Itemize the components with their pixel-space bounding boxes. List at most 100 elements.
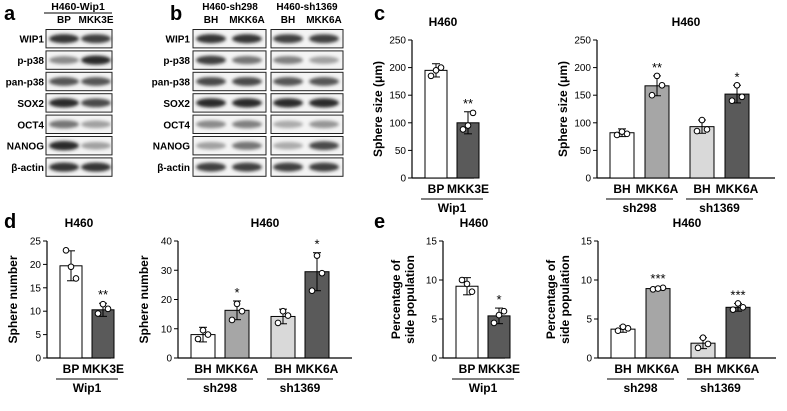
- y-tick-label: 15: [581, 237, 593, 248]
- bar: [610, 328, 636, 359]
- blot-a-band: [81, 55, 111, 65]
- western-blot-b: H460-sh298 H460-sh1369 BH MKK6A BH MKK6A…: [152, 2, 344, 177]
- panel-label-a: a: [4, 3, 16, 25]
- blot-b-row-frame: [270, 114, 344, 134]
- y-tick-label: 50: [395, 146, 407, 157]
- blot-b-band: [273, 56, 303, 65]
- blot-a-band: [49, 56, 79, 65]
- data-point: [500, 307, 508, 315]
- blot-b-band: [309, 141, 339, 151]
- y-tick-label: 200: [389, 63, 406, 74]
- blot-b-title-2: H460-sh1369: [276, 2, 338, 13]
- x-tick-label: BH: [613, 182, 630, 196]
- chart-e2: 0 5 10 15 H460 Percentage ofside population BH…: [544, 216, 776, 395]
- bar: [689, 126, 715, 179]
- blot-a-band: [81, 98, 111, 108]
- group-label: sh1369: [700, 381, 741, 395]
- x-tick-label: MKK6A: [637, 362, 680, 376]
- y-axis-label: Percentage ofside population: [544, 255, 572, 344]
- group-label: sh1369: [280, 381, 321, 395]
- y-axis-label: Percentage ofside population: [389, 255, 417, 344]
- bar: [644, 85, 670, 179]
- data-point: [733, 81, 741, 89]
- blot-b-protein-label: pan-p38: [152, 78, 191, 89]
- data-point: [228, 316, 236, 324]
- y-tick-label: 15: [30, 283, 42, 294]
- data-point: [469, 109, 477, 117]
- blot-b-band: [232, 77, 262, 86]
- blot-b-band: [273, 77, 303, 86]
- blot-b-band: [232, 141, 262, 150]
- blot-b-row-frame: [270, 157, 344, 177]
- y-tick-label: 100: [389, 118, 406, 129]
- x-tick-label: MKK6A: [636, 182, 679, 196]
- blot-b-band: [309, 77, 339, 86]
- data-point: [94, 310, 102, 317]
- y-axis-label: Sphere number: [137, 255, 151, 343]
- blot-a-band: [81, 77, 111, 86]
- blot-a-band: [81, 34, 111, 44]
- y-tick-label: 10: [30, 307, 42, 318]
- x-tick-label: MKK6A: [216, 362, 259, 376]
- blot-a-lane-1: BP: [57, 15, 71, 26]
- group-label: sh1369: [699, 201, 740, 215]
- y-tick-label: 10: [426, 276, 438, 287]
- group-label: sh298: [623, 381, 657, 395]
- significance-label: **: [98, 287, 108, 302]
- y-tick-label: 150: [574, 91, 591, 102]
- y-tick-label: 5: [431, 315, 437, 326]
- blot-a-protein-label: NANOG: [7, 142, 44, 153]
- blot-b-title-1: H460-sh298: [202, 2, 258, 13]
- chart-c1: 0 50 100 150 200 250 H460 Sphere size (μm) BP ** M…: [371, 15, 489, 215]
- blot-a-band: [49, 34, 79, 44]
- blot-b-lane-4: MKK6A: [306, 15, 342, 26]
- x-tick-label: MKK3E: [478, 362, 520, 376]
- y-tick-label: 20: [161, 295, 173, 306]
- data-point: [233, 300, 241, 308]
- data-point: [72, 275, 80, 282]
- group-label: sh298: [203, 381, 237, 395]
- bar: [424, 69, 448, 179]
- significance-label: *: [234, 285, 239, 300]
- y-tick-label: 0: [400, 174, 406, 185]
- significance-label: **: [652, 60, 662, 75]
- blot-b-row-frame: [270, 50, 344, 70]
- chart-title: H460: [429, 15, 458, 29]
- blot-b-row-frame: [192, 136, 267, 156]
- y-tick-label: 10: [161, 324, 173, 335]
- blot-b-band: [273, 120, 303, 128]
- data-point: [618, 128, 626, 135]
- y-tick-label: 5: [586, 315, 592, 326]
- x-tick-label: MKK3E: [82, 362, 124, 376]
- chart-title: H460: [460, 216, 489, 230]
- blot-b-protein-label: β-actin: [157, 163, 190, 174]
- group-label: Wip1: [73, 381, 102, 395]
- data-point: [613, 131, 621, 139]
- blot-b-band: [196, 120, 226, 129]
- blot-a-protein-label: SOX2: [17, 99, 44, 110]
- blot-a-band: [49, 98, 79, 108]
- chart-title: H460: [251, 216, 280, 230]
- data-point: [458, 276, 466, 284]
- y-tick-label: 150: [389, 91, 406, 102]
- x-tick-label: BH: [194, 362, 211, 376]
- blot-b-band: [232, 56, 262, 65]
- bar: [455, 285, 479, 359]
- y-axis-label: Sphere size (μm): [371, 61, 385, 157]
- data-point: [99, 300, 107, 308]
- y-tick-label: 5: [35, 330, 41, 341]
- blot-a-band: [81, 141, 111, 150]
- y-tick-label: 0: [166, 354, 172, 365]
- data-point: [67, 263, 75, 271]
- data-point: [437, 64, 445, 71]
- x-tick-label: MKK6A: [716, 182, 759, 196]
- blot-b-row-frame: [270, 71, 344, 92]
- y-tick-label: 30: [161, 266, 173, 277]
- blot-b-lane-3: BH: [281, 15, 295, 26]
- data-point: [699, 334, 707, 342]
- data-point: [490, 319, 498, 327]
- data-point: [199, 326, 207, 334]
- data-point: [313, 252, 321, 259]
- data-point: [194, 335, 202, 343]
